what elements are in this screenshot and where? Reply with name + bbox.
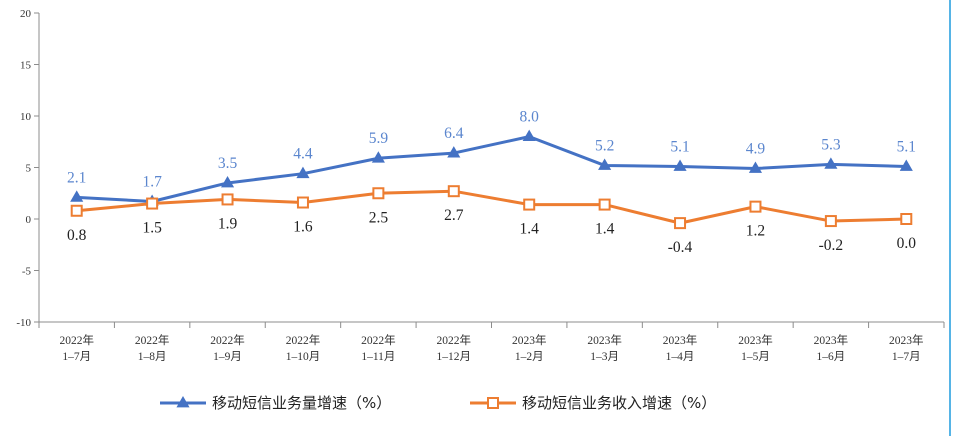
data-point-square xyxy=(146,197,159,210)
data-label: -0.2 xyxy=(819,237,844,254)
x-category-label: 2023年 1–5月 xyxy=(738,333,773,363)
data-point-square xyxy=(598,198,611,211)
data-point-triangle xyxy=(522,129,536,141)
y-tick-label: 5 xyxy=(26,163,32,175)
data-label: 1.4 xyxy=(595,221,615,238)
data-label: 1.4 xyxy=(520,221,540,238)
legend-triangle-marker xyxy=(176,395,190,408)
data-point-triangle xyxy=(447,146,461,158)
data-point-square xyxy=(296,196,309,209)
legend-label-volume: 移动短信业务量增速（%） xyxy=(212,394,391,412)
x-category-label: 2023年 1–2月 xyxy=(512,333,547,363)
data-point-triangle xyxy=(824,157,838,169)
legend-item-volume: 移动短信业务量增速（%） xyxy=(160,394,391,412)
data-label: 0.8 xyxy=(67,227,87,244)
axes xyxy=(38,13,944,323)
y-axis-ticks: 20 15 10 5 0 -5 -10 xyxy=(16,8,39,329)
y-tick-label: 15 xyxy=(20,60,32,72)
x-category-label: 2022年 1–9月 xyxy=(210,333,245,363)
data-point-triangle xyxy=(220,175,235,188)
x-category-label: 2023年 1–4月 xyxy=(663,333,698,363)
data-label: 6.4 xyxy=(444,125,464,142)
data-point-triangle xyxy=(371,151,385,163)
legend-square-marker xyxy=(487,397,499,409)
data-label: 4.4 xyxy=(293,146,313,163)
data-label: 5.2 xyxy=(595,137,614,154)
series-0 xyxy=(70,129,913,206)
x-category-label: 2022年 1–7月 xyxy=(59,333,94,363)
y-tick-label: 10 xyxy=(20,111,32,123)
legend: 移动短信业务量增速（%） 移动短信业务收入增速（%） xyxy=(160,394,716,412)
x-category-label: 2022年 1–11月 xyxy=(361,333,396,363)
y-tick-label: 0 xyxy=(26,214,32,226)
x-category-label: 2022年 1–8月 xyxy=(135,333,170,363)
data-label: 1.5 xyxy=(142,220,162,237)
x-category-label: 2023年 1–3月 xyxy=(587,333,622,363)
data-label: 2.7 xyxy=(444,207,464,224)
data-label: 0.0 xyxy=(897,235,917,252)
data-point-square xyxy=(447,185,460,198)
x-category-label: 2023年 1–6月 xyxy=(814,333,849,363)
series-line xyxy=(76,135,907,203)
legend-item-revenue: 移动短信业务收入增速（%） xyxy=(470,394,716,412)
data-label: 1.7 xyxy=(142,173,162,190)
data-label: 5.3 xyxy=(821,136,841,153)
data-point-triangle xyxy=(748,161,763,173)
data-label: 8.0 xyxy=(520,109,540,126)
data-point-square xyxy=(900,213,913,225)
data-point-square xyxy=(221,193,234,206)
data-point-triangle xyxy=(598,158,612,170)
data-label: 5.9 xyxy=(369,130,389,147)
y-tick-label: -5 xyxy=(22,266,32,278)
x-category-label: 2022年 1–10月 xyxy=(286,333,321,363)
series-line xyxy=(76,189,907,225)
series xyxy=(70,129,913,230)
data-label: 3.5 xyxy=(218,155,238,172)
data-label: 1.9 xyxy=(218,215,238,232)
data-point-triangle xyxy=(899,159,913,171)
x-category-label: 2022年 1–12月 xyxy=(437,333,472,363)
data-label: 5.1 xyxy=(897,138,916,155)
y-tick-label: -10 xyxy=(16,317,31,329)
legend-label-revenue: 移动短信业务收入增速（%） xyxy=(522,394,716,412)
data-point-triangle xyxy=(673,159,687,171)
series-1 xyxy=(70,185,913,230)
data-label: 2.5 xyxy=(369,209,389,226)
y-tick-label: 20 xyxy=(20,8,32,20)
data-point-triangle xyxy=(296,166,310,179)
data-point-square xyxy=(674,217,687,230)
data-label: 1.2 xyxy=(746,223,765,240)
data-point-square xyxy=(70,204,83,217)
data-label: -0.4 xyxy=(668,239,693,256)
data-label: 1.6 xyxy=(293,219,313,236)
data-point-square xyxy=(372,187,385,200)
data-point-square xyxy=(824,215,837,228)
data-point-square xyxy=(523,198,536,211)
data-label: 4.9 xyxy=(746,141,766,158)
data-point-triangle xyxy=(70,190,84,202)
x-axis-categories: 2022年 1–7月 2022年 1–8月 2022年 1–9月 2022年 1–10月 202… xyxy=(38,322,945,363)
data-labels: 2.1 1.7 3.5 4.4 5.9 6.4 8.0 5.2 5.1 4.9 5.3 5.1 0.8 1… xyxy=(67,109,916,257)
data-point-square xyxy=(749,200,762,213)
x-category-label: 2023年 1–7月 xyxy=(889,333,924,363)
data-label: 5.1 xyxy=(670,138,689,155)
data-label: 2.1 xyxy=(67,169,86,186)
